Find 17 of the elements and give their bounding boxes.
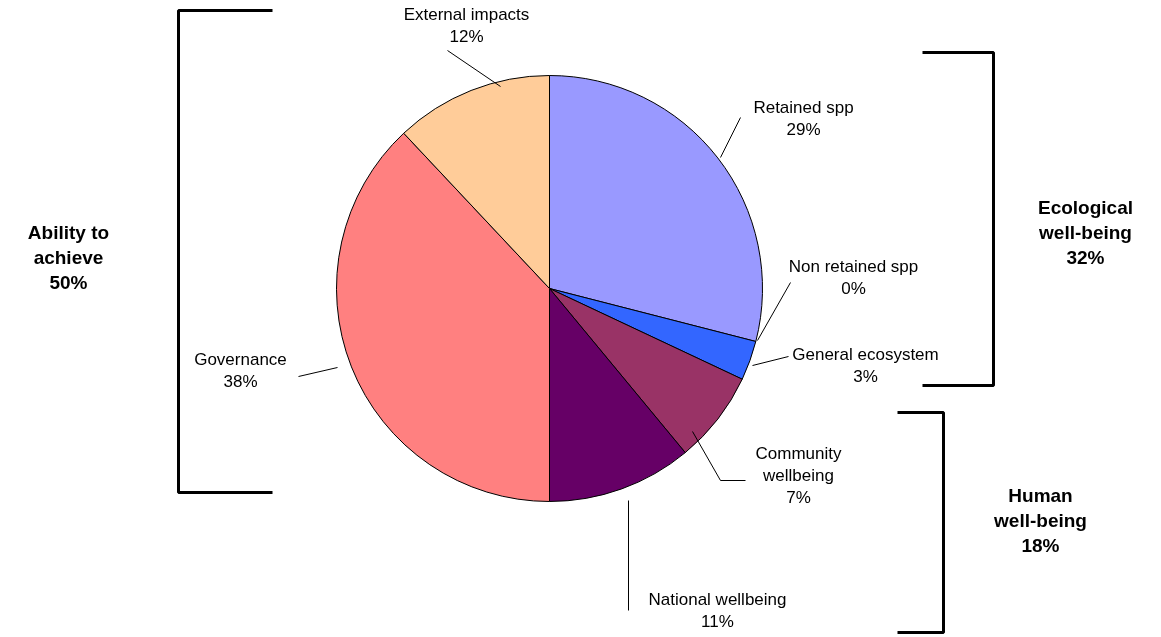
slice-label: Community wellbeing bbox=[755, 444, 842, 485]
text: Ecological well-being 32% bbox=[1037, 196, 1134, 269]
text: Ability to achieve 50% bbox=[27, 221, 110, 294]
text: Human well-being 18% bbox=[993, 484, 1087, 557]
data-label: 3% bbox=[853, 366, 878, 386]
slice-label: General ecosystem bbox=[792, 345, 939, 365]
slice-label: National wellbeing bbox=[648, 590, 787, 610]
data-label: 7% bbox=[786, 487, 811, 507]
data-label: 12% bbox=[449, 26, 484, 46]
data-label: 11% bbox=[701, 611, 734, 631]
text: 0% bbox=[841, 278, 866, 298]
category-label: Non retained spp bbox=[788, 257, 919, 277]
slice-label: External impacts bbox=[403, 5, 530, 25]
data-label: 38% bbox=[223, 371, 258, 391]
slice-label: Retained spp bbox=[753, 98, 854, 118]
slice-label: Governance bbox=[194, 350, 287, 370]
data-label: 29% bbox=[786, 119, 821, 139]
